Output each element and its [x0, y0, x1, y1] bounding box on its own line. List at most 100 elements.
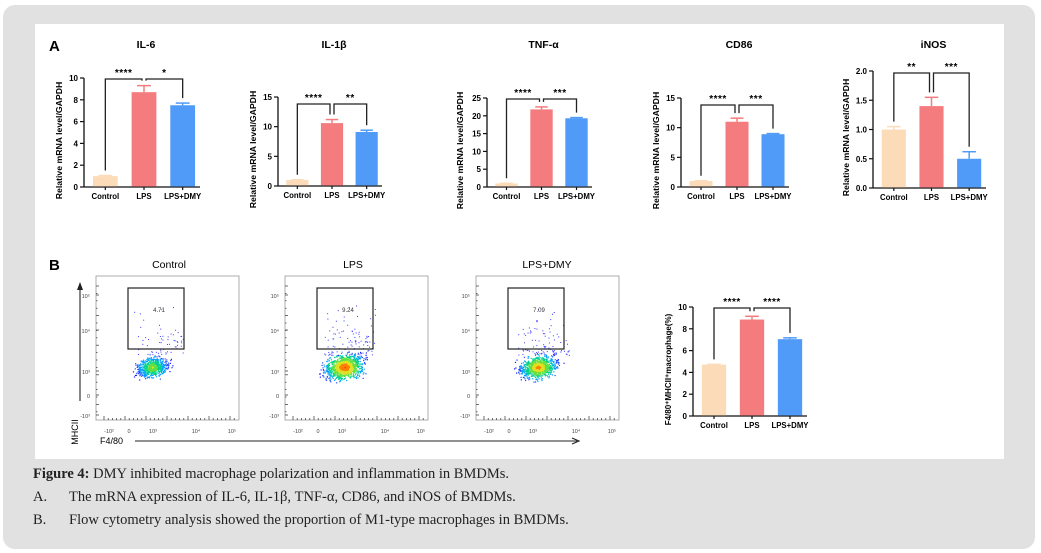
y-tick-label: 0: [268, 182, 273, 191]
flow-x-axis-label: F4/80: [100, 436, 123, 446]
flow-event: [157, 368, 159, 371]
flow-event: [543, 352, 545, 354]
flow-event: [333, 367, 335, 369]
flow-event: [538, 367, 540, 369]
flow-event: [334, 361, 336, 363]
flow-event: [151, 367, 153, 370]
flow-event: [545, 361, 547, 364]
flow-event: [338, 366, 340, 368]
flow-event: [326, 370, 328, 372]
flow-event: [327, 346, 329, 348]
flow-event: [539, 364, 541, 366]
flow-event: [160, 358, 163, 360]
flow-event: [338, 376, 340, 378]
flow-event: [360, 340, 362, 342]
flow-event: [346, 365, 348, 367]
flow-event: [157, 362, 159, 365]
flow-event: [329, 377, 331, 379]
flow-event: [553, 361, 555, 363]
flow-event: [543, 373, 546, 376]
flow-event: [355, 370, 357, 372]
flow-event: [553, 363, 555, 365]
bar-lps-dmy: [170, 105, 196, 187]
flow-event: [358, 346, 360, 348]
flow-event: [540, 368, 542, 370]
flow-event: [537, 354, 540, 356]
flow-event: [351, 363, 353, 365]
flow-event: [542, 368, 544, 370]
flow-event: [333, 375, 335, 377]
flow-event: [319, 373, 321, 375]
flow-event: [522, 349, 524, 351]
flow-y-tick-label: -10³: [460, 414, 470, 420]
flow-event: [143, 365, 145, 367]
flow-event: [520, 366, 523, 368]
flow-event: [545, 365, 548, 367]
flow-event: [148, 358, 150, 360]
flow-event: [532, 375, 534, 377]
flow-event: [541, 349, 543, 351]
flow-event: [333, 368, 336, 370]
flow-event: [132, 371, 135, 373]
bar-control: [495, 183, 518, 187]
flow-event: [341, 374, 343, 376]
flow-event: [529, 369, 531, 371]
flow-event: [535, 364, 537, 366]
significance-label: *: [162, 68, 166, 79]
flow-event: [520, 365, 522, 367]
flow-event: [529, 372, 532, 375]
flow-event: [546, 369, 548, 371]
flow-event: [359, 354, 361, 356]
flow-plot-area: [95, 275, 240, 421]
flow-event: [155, 365, 157, 367]
flow-event: [355, 360, 357, 362]
flow-event: [351, 360, 353, 362]
flow-event: [540, 360, 543, 362]
flow-event: [151, 365, 153, 367]
caption-title: Figure 4: DMY inhibited macrophage polar…: [33, 466, 509, 483]
flow-event: [544, 365, 546, 367]
flow-event: [356, 369, 358, 371]
flow-event: [356, 361, 359, 363]
flow-event: [536, 360, 538, 362]
flow-event: [352, 373, 354, 375]
flow-event: [341, 358, 343, 361]
flow-event: [162, 365, 164, 367]
flow-event: [140, 370, 142, 372]
flow-event: [546, 371, 549, 373]
flow-event: [337, 310, 339, 312]
flow-event: [144, 364, 146, 366]
flow-event: [142, 368, 144, 370]
flow-event: [164, 364, 166, 366]
flow-event: [351, 352, 353, 354]
flow-event: [142, 363, 144, 365]
flow-event: [548, 375, 550, 377]
flow-event: [338, 374, 341, 377]
flow-event: [556, 366, 558, 368]
flow-event: [329, 365, 331, 367]
flow-event: [532, 365, 535, 367]
flow-event: [365, 354, 367, 357]
flow-event: [151, 377, 153, 379]
flow-event: [334, 373, 336, 375]
flow-event: [524, 370, 526, 373]
flow-event: [328, 372, 330, 374]
flow-event: [338, 367, 340, 369]
flow-event: [524, 379, 527, 382]
flow-event: [546, 364, 548, 366]
flow-event: [348, 363, 350, 365]
flow-event: [157, 358, 159, 361]
flow-event: [151, 358, 153, 360]
flow-event: [354, 354, 356, 356]
flow-event: [138, 366, 140, 369]
flow-event: [346, 372, 348, 374]
flow-event: [523, 360, 526, 362]
flow-event: [537, 373, 539, 376]
flow-event: [139, 374, 141, 376]
flow-event: [139, 313, 141, 315]
flow-event: [339, 365, 342, 367]
flow-event: [137, 371, 139, 373]
flow-event: [544, 363, 546, 366]
flow-event: [547, 356, 549, 358]
